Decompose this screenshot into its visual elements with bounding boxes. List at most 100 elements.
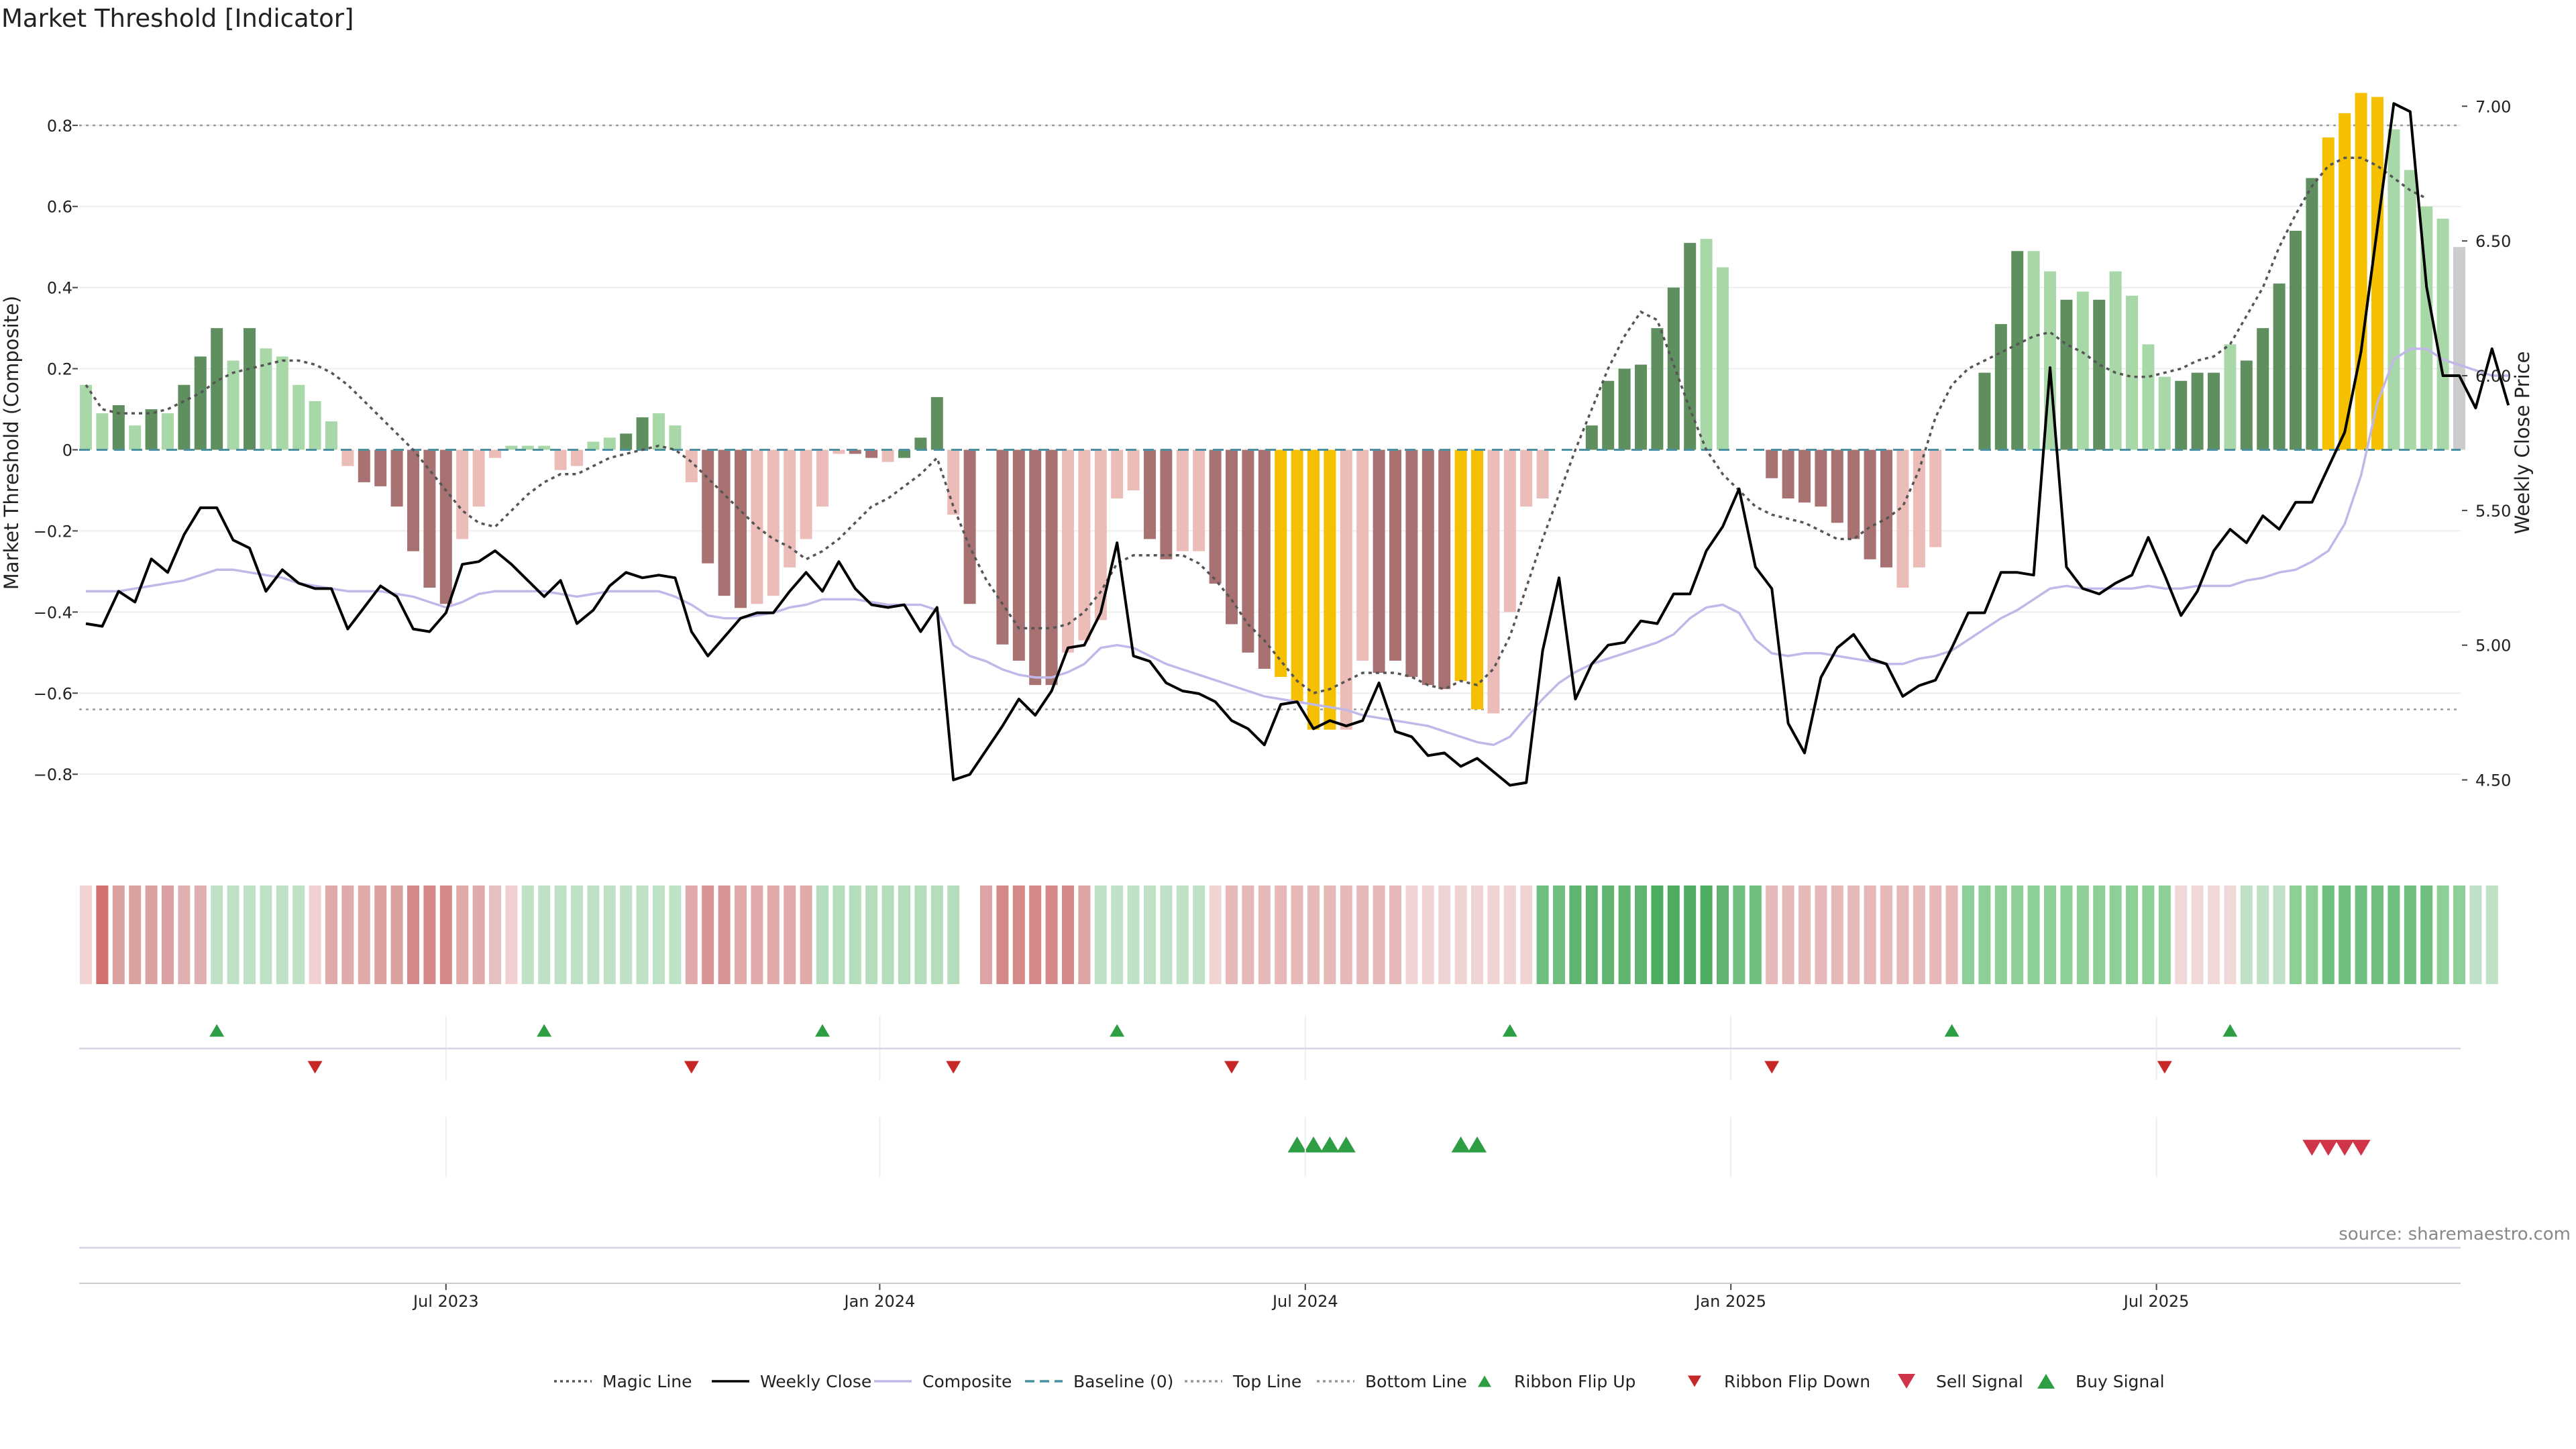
left-tick-label: 0 bbox=[62, 441, 72, 460]
ribbon-cell bbox=[816, 885, 828, 984]
left-axis-label: Market Threshold (Composite) bbox=[0, 296, 23, 590]
legend-item-3: Baseline (0) bbox=[1025, 1372, 1173, 1391]
composite-bar bbox=[587, 441, 600, 450]
ribbon-cell bbox=[2060, 885, 2073, 984]
composite-bar bbox=[1553, 449, 1565, 482]
composite-bar bbox=[325, 421, 337, 450]
ribbon-cell bbox=[587, 885, 600, 984]
ribbon-cell bbox=[358, 885, 370, 984]
ribbon-cell bbox=[2027, 885, 2040, 984]
composite-bar bbox=[1454, 449, 1467, 682]
ribbon-cell bbox=[2257, 885, 2269, 984]
ribbon-cell bbox=[1569, 885, 1582, 984]
ribbon-cell bbox=[1209, 885, 1222, 984]
composite-bar bbox=[276, 356, 288, 450]
composite-bar bbox=[2371, 97, 2383, 450]
ribbon-cell bbox=[2126, 885, 2138, 984]
composite-bar bbox=[898, 449, 910, 458]
ribbon-cell bbox=[1994, 885, 2007, 984]
composite-bar bbox=[1536, 449, 1549, 499]
legend-label: Ribbon Flip Up bbox=[1514, 1372, 1635, 1391]
ribbon-cell bbox=[1373, 885, 1385, 984]
ribbon-cell bbox=[178, 885, 191, 984]
ribbon-cell bbox=[1258, 885, 1271, 984]
composite-bar bbox=[1635, 364, 1647, 450]
weekly-close-line bbox=[85, 102, 2510, 787]
composite-bar bbox=[309, 400, 321, 450]
composite-bar bbox=[767, 449, 780, 596]
ribbon-cell bbox=[309, 885, 321, 984]
ribbon-cell bbox=[784, 885, 796, 984]
composite-bar bbox=[685, 449, 698, 482]
composite-bars bbox=[80, 93, 2465, 730]
legend-swatch bbox=[1898, 1373, 1915, 1389]
ribbon-flip-down-marker bbox=[307, 1061, 323, 1074]
left-tick-label: 0.6 bbox=[47, 198, 72, 217]
composite-bar bbox=[358, 449, 370, 482]
x-tick-label: Jul 2023 bbox=[412, 1292, 479, 1311]
ribbon-cell bbox=[1651, 885, 1664, 984]
composite-bar bbox=[456, 449, 469, 539]
ribbon-cell bbox=[571, 885, 583, 984]
right-tick-label: 6.00 bbox=[2475, 367, 2511, 386]
ribbon-cell bbox=[1160, 885, 1173, 984]
ribbon-cell bbox=[211, 885, 223, 984]
composite-bar bbox=[162, 413, 174, 450]
ribbon-cell bbox=[1078, 885, 1091, 984]
left-tick-label: −0.4 bbox=[34, 603, 72, 622]
composite-bar bbox=[1782, 449, 1794, 499]
composite-bar bbox=[653, 413, 665, 450]
ribbon-cell bbox=[1880, 885, 1892, 984]
ribbon-cell bbox=[1471, 885, 1483, 984]
x-axis: Jul 2023 Jan 2024 Jul 2024 Jan 2025 Jul 2025 bbox=[79, 1016, 2461, 1311]
ribbon-cell bbox=[1782, 885, 1794, 984]
composite-bar bbox=[1799, 449, 1811, 503]
composite-bar bbox=[260, 348, 272, 450]
composite-bar bbox=[1258, 449, 1271, 669]
composite-bar bbox=[2240, 360, 2253, 450]
composite-bar bbox=[1324, 449, 1336, 730]
composite-bar bbox=[849, 449, 861, 454]
ribbon-cell bbox=[2142, 885, 2155, 984]
right-axis-label: Weekly Close Price bbox=[2511, 352, 2534, 535]
ribbon-cell bbox=[1749, 885, 1762, 984]
ribbon-cell bbox=[1896, 885, 1909, 984]
source-note: source: sharemaestro.com bbox=[2339, 1224, 2571, 1244]
composite-bar bbox=[145, 409, 158, 450]
composite-bar bbox=[1160, 449, 1173, 559]
sell-signal-marker bbox=[2335, 1140, 2355, 1156]
ribbon-cell bbox=[963, 885, 976, 984]
ribbon-cell bbox=[1111, 885, 1124, 984]
ribbon-cell bbox=[456, 885, 469, 984]
ribbon-cell bbox=[1062, 885, 1074, 984]
ribbon-cell bbox=[2322, 885, 2334, 984]
ribbon-cell bbox=[996, 885, 1009, 984]
composite-bar bbox=[2076, 291, 2089, 450]
ribbon-cell bbox=[1242, 885, 1254, 984]
ribbon-cell bbox=[751, 885, 763, 984]
composite-bar bbox=[112, 405, 125, 450]
ribbon-cell bbox=[1029, 885, 1042, 984]
composite-bar bbox=[1585, 425, 1598, 450]
legend-swatch bbox=[1688, 1375, 1701, 1387]
x-tick-label: Jul 2024 bbox=[1271, 1292, 1338, 1311]
composite-bar bbox=[1667, 287, 1680, 450]
composite-bar bbox=[390, 449, 403, 507]
composite-bar bbox=[2208, 372, 2220, 450]
ribbon-cell bbox=[96, 885, 109, 984]
ribbon-cell bbox=[1847, 885, 1860, 984]
x-tick-label: Jan 2024 bbox=[843, 1292, 916, 1311]
ribbon-cell bbox=[260, 885, 272, 984]
ribbon-cell bbox=[472, 885, 485, 984]
composite-bar bbox=[2257, 328, 2269, 450]
ribbon-cell bbox=[669, 885, 682, 984]
composite-bar bbox=[1438, 449, 1451, 690]
ribbon-cell bbox=[2371, 885, 2383, 984]
composite-bar bbox=[1078, 449, 1091, 641]
ribbon-cell bbox=[1733, 885, 1746, 984]
ribbon-cell bbox=[2076, 885, 2089, 984]
composite-bar bbox=[784, 449, 796, 568]
ribbon-cell bbox=[505, 885, 518, 984]
ribbon-cell bbox=[2011, 885, 2024, 984]
buy-signal-marker bbox=[1336, 1136, 1356, 1152]
